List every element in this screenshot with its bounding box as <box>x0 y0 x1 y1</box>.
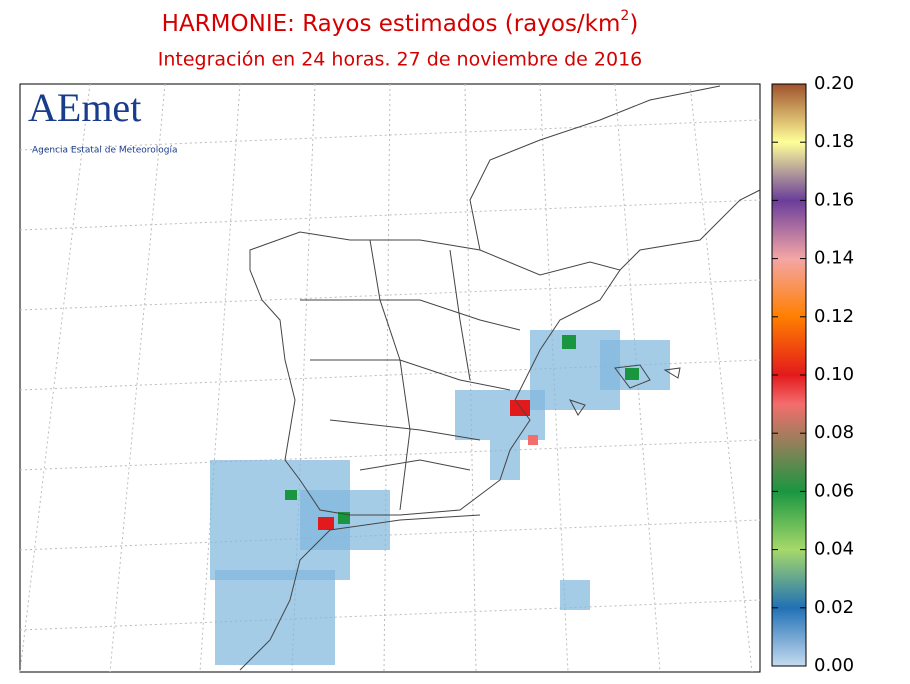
colorbar-tick-label: 0.08 <box>814 422 854 443</box>
colorbar-tick-label: 0.10 <box>814 364 854 385</box>
colorbar: 0.00 0.02 0.04 0.06 0.08 0.10 0.12 0.14 0.16 0.18… <box>771 73 854 676</box>
logo-caption: Agencia Estatal de Meteorología <box>32 146 178 156</box>
title-end: ) <box>629 11 638 37</box>
colorbar-tick-label: 0.12 <box>814 306 854 327</box>
colorbar-tick-label: 0.02 <box>814 597 854 618</box>
high-cell <box>510 400 530 416</box>
colorbar-tick-label: 0.00 <box>814 655 854 676</box>
subtitle: Integración en 24 horas. 27 de noviembre… <box>158 49 643 71</box>
africa-coast <box>239 514 481 671</box>
colorbar-tick-label: 0.18 <box>814 131 854 152</box>
colorbar-tick-label: 0.06 <box>814 480 854 501</box>
title-superscript: 2 <box>620 8 629 24</box>
logo-name: AEmet <box>28 85 141 130</box>
high-cell <box>625 368 639 380</box>
colorbar-tick-label: 0.20 <box>814 73 854 94</box>
map <box>19 83 761 673</box>
regions <box>300 239 521 511</box>
high-cell <box>285 490 297 500</box>
balearics <box>568 364 681 416</box>
title-text: HARMONIE: Rayos estimados (rayos/km <box>162 11 621 37</box>
high-cell <box>528 435 538 445</box>
logo: AEmet Agencia Estatal de Meteorología <box>28 85 178 155</box>
high-cell <box>318 517 334 530</box>
title: HARMONIE: Rayos estimados (rayos/km2) <box>162 8 639 37</box>
colorbar-tick-label: 0.04 <box>814 539 854 560</box>
iberia-outline <box>249 231 621 516</box>
france-coast <box>469 85 761 271</box>
colorbar-tick-label: 0.16 <box>814 189 854 210</box>
colorbar-tick-label: 0.14 <box>814 248 854 269</box>
high-cell <box>562 335 576 349</box>
